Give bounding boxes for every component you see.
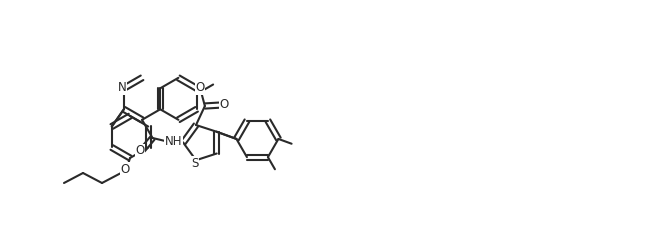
- Text: O: O: [195, 81, 205, 94]
- Text: N: N: [117, 81, 127, 94]
- Text: O: O: [136, 144, 145, 157]
- Text: S: S: [191, 157, 199, 170]
- Text: O: O: [121, 163, 130, 176]
- Text: NH: NH: [165, 135, 182, 148]
- Text: O: O: [219, 98, 229, 110]
